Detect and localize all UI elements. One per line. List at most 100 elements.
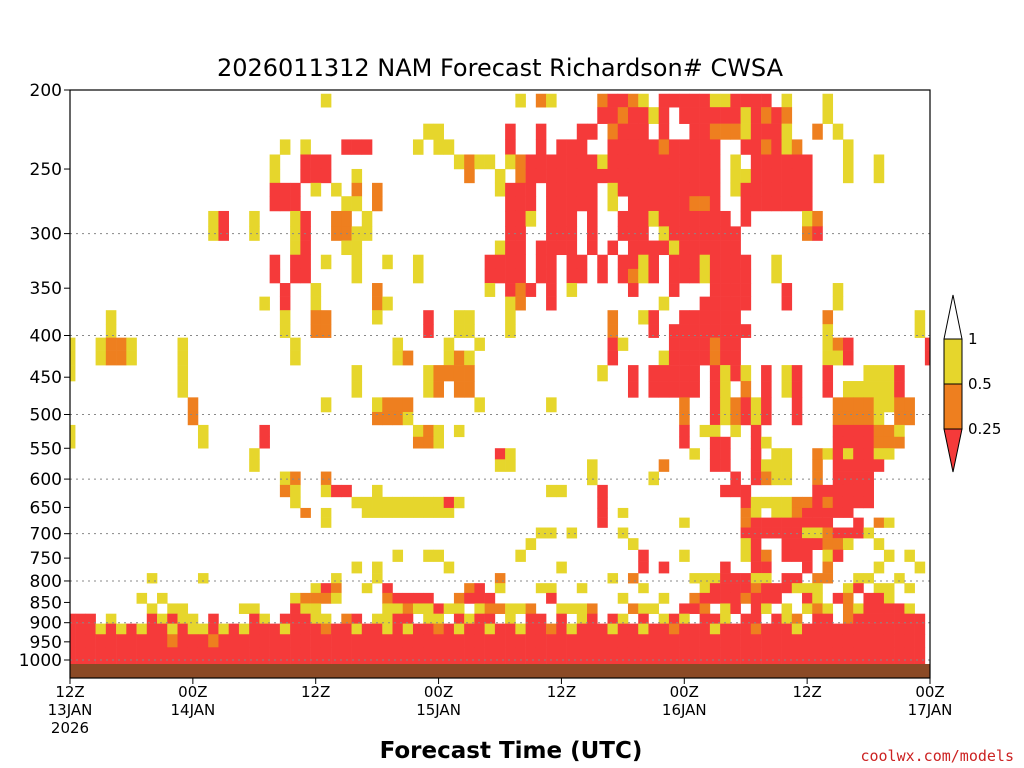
heatmap-cell	[740, 583, 752, 594]
heatmap-cell	[351, 365, 363, 382]
heatmap-cell	[423, 613, 434, 624]
heatmap-cell	[546, 583, 557, 594]
heatmap-cell	[668, 196, 680, 212]
heatmap-cell	[494, 448, 506, 460]
heatmap-cell	[331, 573, 342, 584]
heatmap-cell	[842, 603, 854, 614]
heatmap-cell	[648, 310, 659, 325]
heatmap-cell	[556, 613, 567, 624]
heatmap-cell	[842, 411, 854, 426]
heatmap-cell	[238, 647, 250, 665]
heatmap-cell	[822, 107, 834, 124]
heatmap-cell	[679, 623, 690, 635]
heatmap-cell	[883, 613, 895, 624]
heatmap-cell	[781, 365, 793, 382]
heatmap-cell	[310, 647, 322, 665]
heatmap-cell	[515, 634, 526, 648]
heatmap-cell	[464, 647, 475, 665]
heatmap-cell	[648, 210, 659, 227]
heatmap-cell	[679, 139, 690, 155]
heatmap-cell	[351, 182, 363, 197]
heatmap-cell	[720, 448, 731, 460]
heatmap-cell	[372, 507, 383, 518]
heatmap-cell	[761, 583, 772, 594]
heatmap-cell	[453, 310, 465, 325]
heatmap-cell	[679, 93, 690, 108]
heatmap-cell	[433, 549, 444, 562]
heatmap-cell	[146, 603, 158, 614]
heatmap-cell	[290, 471, 301, 486]
heatmap-cell	[771, 647, 782, 665]
heatmap-cell	[320, 517, 332, 528]
heatmap-cell	[535, 123, 547, 140]
y-tick-label: 250	[30, 160, 62, 180]
heatmap-cell	[709, 436, 721, 449]
heatmap-cell	[290, 226, 301, 241]
heatmap-cell	[535, 613, 547, 624]
heatmap-cell	[863, 397, 874, 413]
heatmap-cell	[576, 583, 588, 594]
heatmap-cell	[771, 507, 782, 518]
heatmap-cell	[668, 613, 680, 624]
heatmap-cell	[730, 254, 741, 270]
heatmap-cell	[842, 583, 854, 594]
heatmap-cell	[771, 123, 782, 140]
heatmap-cell	[699, 254, 711, 270]
heatmap-cell	[525, 634, 537, 648]
heatmap-cell	[689, 337, 700, 351]
heatmap-cell	[627, 365, 639, 382]
heatmap-cell	[218, 226, 229, 241]
heatmap-cell	[853, 647, 864, 665]
heatmap-cell	[320, 168, 332, 184]
heatmap-cell	[372, 182, 383, 197]
heatmap-cell	[914, 324, 926, 338]
heatmap-cell	[505, 123, 516, 140]
y-tick-label: 1000	[19, 651, 62, 671]
heatmap-cell	[679, 365, 690, 382]
heatmap-cell	[720, 337, 731, 351]
heatmap-cell	[433, 647, 444, 665]
heatmap-cell	[116, 647, 127, 665]
heatmap-cell	[535, 139, 547, 155]
heatmap-cell	[740, 496, 752, 509]
heatmap-cell	[95, 647, 107, 665]
heatmap-cell	[587, 240, 598, 256]
heatmap-cell	[617, 592, 629, 604]
heatmap-cell	[740, 538, 752, 550]
heatmap-cell	[771, 634, 782, 648]
heatmap-cell	[177, 381, 189, 398]
heatmap-cell	[689, 310, 700, 325]
heatmap-cell	[351, 268, 363, 284]
heatmap-cell	[832, 507, 844, 518]
heatmap-cell	[842, 168, 854, 184]
heatmap-cell	[791, 196, 803, 212]
heatmap-cell	[709, 93, 721, 108]
heatmap-cell	[709, 123, 721, 140]
heatmap-cell	[351, 561, 363, 574]
heatmap-cell	[627, 93, 639, 108]
heatmap-cell	[556, 226, 567, 241]
heatmap-cell	[842, 424, 854, 438]
heatmap-cell	[464, 168, 475, 184]
heatmap-cell	[70, 365, 76, 382]
heatmap-cell	[402, 397, 414, 413]
heatmap-cell	[668, 226, 680, 241]
heatmap-cell	[535, 268, 547, 284]
heatmap-cell	[904, 623, 915, 635]
heatmap-cell	[863, 424, 874, 438]
heatmap-cell	[802, 496, 813, 509]
heatmap-cell	[883, 397, 895, 413]
heatmap-cell	[771, 459, 782, 472]
heatmap-cell	[740, 623, 752, 635]
heatmap-cell	[423, 496, 434, 509]
heatmap-cell	[699, 296, 711, 311]
heatmap-cell	[761, 634, 772, 648]
heatmap-cell	[771, 496, 782, 509]
heatmap-cell	[372, 623, 383, 635]
heatmap-cell	[771, 196, 782, 212]
heatmap-cell	[699, 93, 711, 108]
credit-text: coolwx.com/models	[860, 747, 1014, 765]
heatmap-cell	[607, 93, 619, 108]
heatmap-cell	[761, 459, 772, 472]
heatmap-cell	[279, 634, 291, 648]
